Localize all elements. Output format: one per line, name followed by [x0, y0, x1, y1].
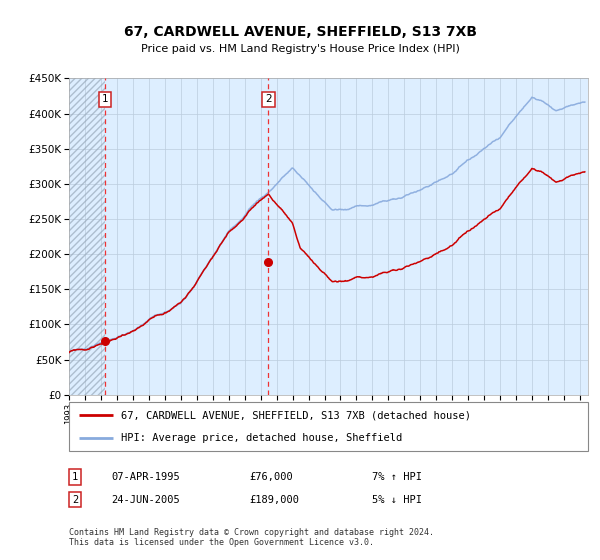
Text: 24-JUN-2005: 24-JUN-2005: [111, 494, 180, 505]
Text: 1: 1: [102, 95, 109, 105]
Text: 07-APR-1995: 07-APR-1995: [111, 472, 180, 482]
Text: 67, CARDWELL AVENUE, SHEFFIELD, S13 7XB: 67, CARDWELL AVENUE, SHEFFIELD, S13 7XB: [124, 25, 476, 39]
Text: HPI: Average price, detached house, Sheffield: HPI: Average price, detached house, Shef…: [121, 433, 402, 443]
Text: 2: 2: [265, 95, 272, 105]
FancyBboxPatch shape: [69, 402, 588, 451]
Text: 67, CARDWELL AVENUE, SHEFFIELD, S13 7XB (detached house): 67, CARDWELL AVENUE, SHEFFIELD, S13 7XB …: [121, 410, 471, 421]
Text: 7% ↑ HPI: 7% ↑ HPI: [372, 472, 422, 482]
Text: £189,000: £189,000: [249, 494, 299, 505]
Text: 2: 2: [72, 494, 78, 505]
Text: 5% ↓ HPI: 5% ↓ HPI: [372, 494, 422, 505]
Text: Contains HM Land Registry data © Crown copyright and database right 2024.
This d: Contains HM Land Registry data © Crown c…: [69, 528, 434, 547]
Text: Price paid vs. HM Land Registry's House Price Index (HPI): Price paid vs. HM Land Registry's House …: [140, 44, 460, 54]
Text: 1: 1: [72, 472, 78, 482]
Text: £76,000: £76,000: [249, 472, 293, 482]
